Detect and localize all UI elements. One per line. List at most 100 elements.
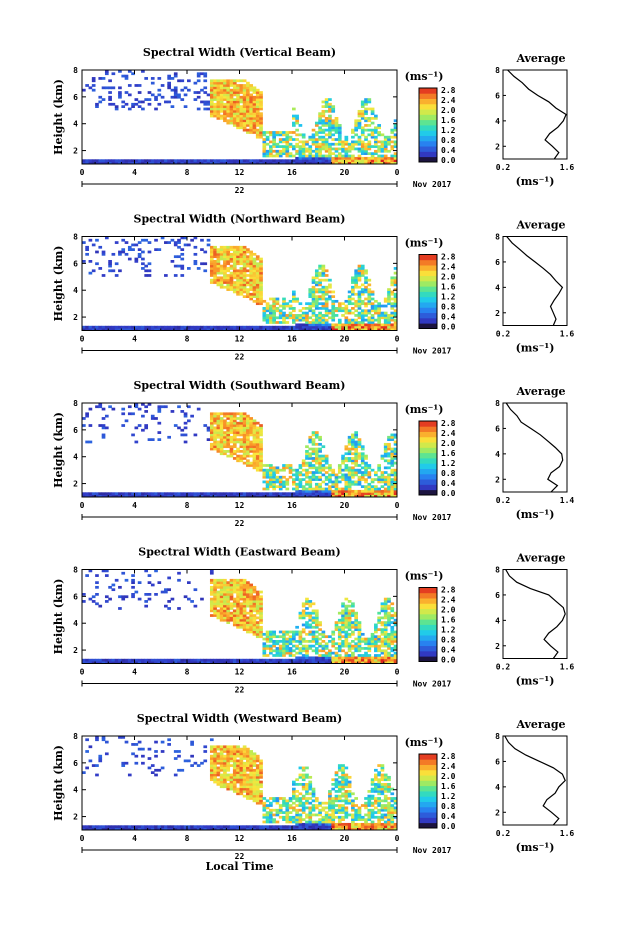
heatmap-cell <box>347 297 352 301</box>
heatmap-cell <box>91 827 96 831</box>
heatmap-cell <box>337 133 342 137</box>
heatmap-cell <box>347 644 352 648</box>
heatmap-cell <box>239 86 244 90</box>
heatmap-cell <box>209 597 214 601</box>
heatmap-cell <box>226 245 231 249</box>
heatmap-cell <box>229 421 234 425</box>
heatmap-cell <box>157 768 162 772</box>
heatmap-cell <box>91 328 96 331</box>
heatmap-cell <box>318 457 322 460</box>
heatmap-cell <box>351 159 355 163</box>
heatmap-cell <box>259 278 263 282</box>
heatmap-cell <box>278 480 283 484</box>
heatmap-cell <box>213 161 217 165</box>
heatmap-cell <box>246 426 250 430</box>
heatmap-cell <box>216 276 221 280</box>
heatmap-cell <box>216 84 221 87</box>
heatmap-cell <box>308 438 313 441</box>
heatmap-cell <box>95 102 99 106</box>
heatmap-cell <box>275 468 280 472</box>
heatmap-cell <box>108 79 112 83</box>
heatmap-cell <box>213 764 217 767</box>
heatmap-cell <box>275 161 280 165</box>
heatmap-cell <box>206 661 211 664</box>
heatmap-cell <box>173 274 178 277</box>
heatmap-cell <box>252 290 257 294</box>
heatmap-cell <box>232 421 237 425</box>
heatmap-cell <box>351 302 355 306</box>
heatmap-cell <box>278 328 283 331</box>
heatmap-cell <box>252 595 257 599</box>
heatmap-cell <box>226 285 231 289</box>
heatmap-cell <box>314 433 319 437</box>
heatmap-cell <box>383 492 388 496</box>
heatmap-cell <box>219 264 224 268</box>
heatmap-cell <box>387 325 391 329</box>
heatmap-cell <box>285 464 290 467</box>
heatmap-cell <box>255 421 260 425</box>
heatmap-cell <box>173 243 178 247</box>
heatmap-cell <box>318 328 322 331</box>
heatmap-cell <box>219 281 224 284</box>
heatmap-cell <box>236 84 240 87</box>
heatmap-cell <box>216 248 221 251</box>
heatmap-cell <box>262 651 267 655</box>
heatmap-cell <box>370 290 375 294</box>
heatmap-cell <box>232 107 237 111</box>
heatmap-cell <box>255 297 260 301</box>
heatmap-cell <box>337 138 342 141</box>
heatmap-cell <box>255 328 260 331</box>
colorbar-swatch <box>419 452 437 459</box>
heatmap-cell <box>252 328 257 331</box>
heatmap-cell <box>357 140 362 144</box>
heatmap-cell <box>232 616 237 620</box>
heatmap-cell <box>393 611 398 615</box>
heatmap-cell <box>390 292 395 296</box>
heatmap-cell <box>393 133 398 137</box>
heatmap-cell <box>318 121 322 125</box>
heatmap-cell <box>242 625 247 629</box>
heatmap-cell <box>229 785 234 789</box>
heatmap-cell <box>104 236 109 240</box>
heatmap-cell <box>331 152 336 155</box>
heatmap-cell <box>111 159 116 163</box>
heatmap-cell <box>259 98 263 101</box>
heatmap-cell <box>213 754 217 758</box>
heatmap-cell <box>311 159 316 163</box>
heatmap-cell <box>367 290 372 294</box>
heatmap-cell <box>246 105 250 108</box>
heatmap-cell <box>213 278 217 282</box>
heatmap-cell <box>275 159 280 163</box>
heatmap-cell <box>219 611 224 615</box>
heatmap-cell <box>246 112 250 116</box>
heatmap-cell <box>288 471 293 474</box>
heatmap-cell <box>351 292 355 296</box>
heatmap-cell <box>344 607 349 610</box>
heatmap-cell <box>334 154 339 158</box>
heatmap-cell <box>347 435 352 439</box>
heatmap-cell <box>236 292 240 296</box>
heatmap-cell <box>236 771 240 774</box>
heatmap-cell <box>219 590 224 594</box>
heatmap-cell <box>154 661 158 664</box>
colorbar-swatch <box>419 468 437 475</box>
heatmap-cell <box>85 750 89 753</box>
heatmap-cell <box>252 109 257 113</box>
heatmap-cell <box>390 281 395 284</box>
heatmap-cell <box>285 131 290 134</box>
heatmap-cell <box>331 489 336 493</box>
heatmap-cell <box>324 128 329 132</box>
heatmap-cell <box>236 597 240 601</box>
heatmap-cell <box>318 112 322 116</box>
heatmap-cell <box>275 492 280 496</box>
heatmap-cell <box>314 618 319 622</box>
heatmap-cell <box>213 759 217 763</box>
heatmap-cell <box>259 285 263 289</box>
heatmap-cell <box>167 161 171 165</box>
heatmap-cell <box>390 459 395 463</box>
heatmap-cell <box>154 827 158 831</box>
heatmap-cell <box>98 159 103 163</box>
heatmap-cell <box>265 487 270 491</box>
heatmap-cell <box>282 321 286 324</box>
heatmap-cell <box>314 271 319 275</box>
